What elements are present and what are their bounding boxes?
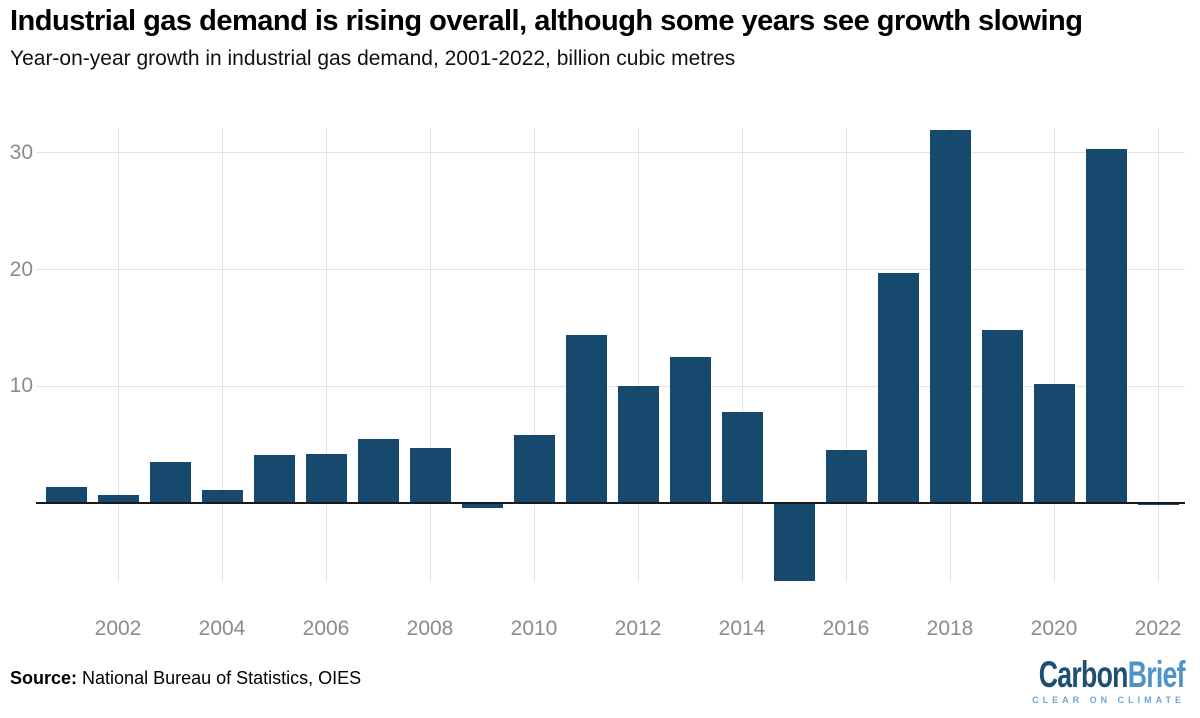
bar-2015 [773,503,815,582]
x-tick-label: 2016 [822,617,870,640]
x-tick-label: 2004 [198,617,246,640]
x-gridline [845,128,847,582]
x-gridline [117,128,119,582]
bar-2003 [149,462,191,503]
logo-tagline: CLEAR ON CLIMATE [1032,695,1185,705]
y-gridline [36,385,1185,387]
logo-brief-text: Brief [1127,654,1186,695]
bar-2002 [97,494,139,503]
y-tick-label: 30 [9,140,33,164]
y-gridline [36,152,1185,154]
x-tick-label: 2006 [302,617,350,640]
bar-2014 [721,411,763,503]
bar-2005 [253,455,295,503]
bar-2009 [461,503,503,508]
x-tick-label: 2022 [1134,617,1182,640]
bar-2022 [1137,503,1179,506]
x-tick-label: 2020 [1030,617,1078,640]
x-gridline [741,128,743,582]
source-label: Source: [10,668,78,688]
bar-2007 [357,438,399,503]
carbonbrief-logo: CarbonBrief CLEAR ON CLIMATE [982,654,1186,705]
bar-2001 [45,486,87,503]
x-tick-label: 2002 [94,617,142,640]
bar-2016 [825,450,867,503]
y-tick-label: 20 [9,257,33,281]
bar-2017 [877,273,919,503]
x-gridline [221,128,223,582]
bar-2021 [1085,149,1127,503]
bar-2019 [981,330,1023,503]
y-tick-label: 10 [9,374,33,398]
x-gridline [637,128,639,582]
x-gridline [429,128,431,582]
bar-2010 [513,435,555,503]
bar-2012 [617,386,659,503]
bar-2004 [201,490,243,503]
chart-title: Industrial gas demand is rising overall,… [10,5,1083,37]
x-gridline [533,128,535,582]
bar-2006 [305,453,347,503]
source-note: Source: National Bureau of Statistics, OI… [10,668,361,689]
bar-2011 [565,334,607,503]
bar-2020 [1033,383,1075,503]
bar-2018 [929,129,971,503]
chart-subtitle: Year-on-year growth in industrial gas de… [10,47,736,70]
bar-2008 [409,448,451,503]
x-gridline [1053,128,1055,582]
x-tick-label: 2018 [926,617,974,640]
x-gridline [325,128,327,582]
x-gridline [1157,128,1159,582]
y-gridline [36,269,1185,271]
x-tick-label: 2008 [406,617,454,640]
logo-carbon-text: Carbon [1038,654,1129,695]
x-tick-label: 2014 [718,617,766,640]
x-axis-line [36,502,1185,504]
bar-2013 [669,357,711,503]
x-tick-label: 2012 [614,617,662,640]
carbonbrief-wordmark: CarbonBrief [1038,654,1186,695]
source-text: National Bureau of Statistics, OIES [82,668,362,688]
x-tick-label: 2010 [510,617,558,640]
